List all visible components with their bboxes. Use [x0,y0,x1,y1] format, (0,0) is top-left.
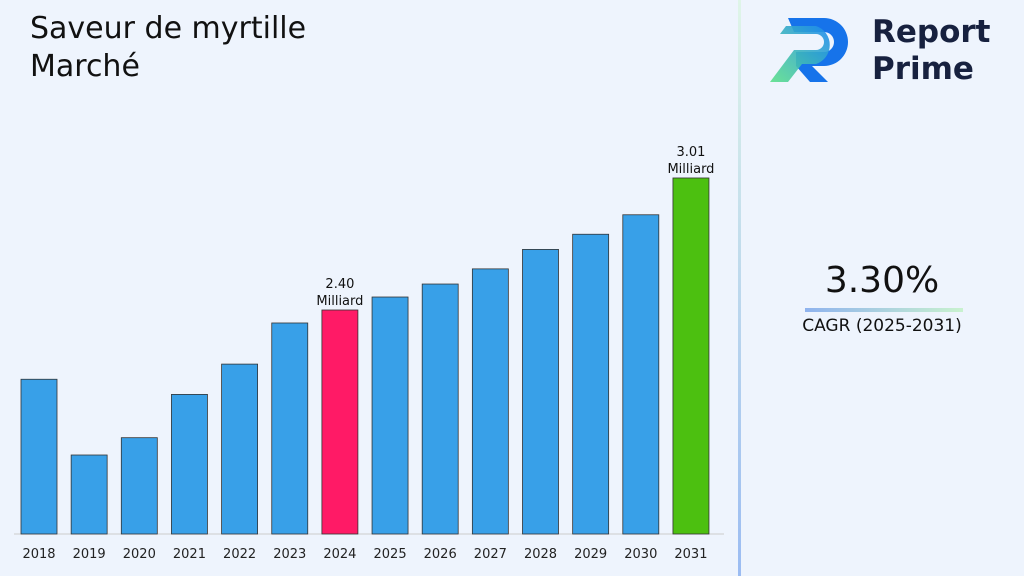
logo-icon [770,18,848,82]
x-tick-label: 2030 [624,547,657,562]
x-tick-label: 2018 [22,547,55,562]
data-label-value: 2.40 [325,277,354,292]
x-tick-label: 2019 [73,547,106,562]
bar-2023 [271,322,309,535]
report-prime-logo: Report Prime [766,14,1016,90]
title-line-2: Marché [30,49,140,84]
data-label-unit: Milliard [316,294,363,309]
cagr-value: 3.30% [824,260,940,301]
bar-2022 [221,363,259,535]
cagr-underline [805,308,963,312]
x-tick-label: 2021 [173,547,206,562]
title-line-1: Saveur de myrtille [30,11,307,46]
bar-2030 [622,214,660,535]
x-tick-label: 2031 [674,547,707,562]
bar-2025 [371,296,409,535]
bar-2026 [421,283,459,535]
x-tick-label: 2022 [223,547,256,562]
data-label-value: 3.01 [676,145,705,160]
x-tick-label: 2024 [323,547,356,562]
x-tick-label: 2029 [574,547,607,562]
bar-2020 [120,437,158,535]
bar-2027 [471,268,509,535]
x-tick-label: 2028 [524,547,557,562]
bar-2021 [171,394,208,535]
x-tick-label: 2020 [123,547,156,562]
x-tick-label: 2027 [474,547,507,562]
bar-2031 [672,177,710,535]
x-tick-label: 2026 [424,547,457,562]
brand-line-1: Report [872,14,991,50]
bar-2028 [522,249,559,535]
bar-2019 [70,454,108,535]
bar-chart: 2018 2019 2020 2021 2022 2023 2024 2025 2026 2027… [14,145,724,562]
logo-text: Report Prime [872,14,991,88]
data-label-unit: Milliard [667,162,714,177]
cagr-label: CAGR (2025-2031) [802,316,962,336]
divider [738,0,741,576]
bar-2018 [20,378,58,535]
bar-2024 [321,309,359,535]
chart-title: Saveur de myrtille Marché [30,10,306,86]
x-tick-label: 2023 [273,547,306,562]
x-tick-label: 2025 [374,547,407,562]
brand-line-2: Prime [872,51,974,87]
bar-2029 [572,233,610,535]
